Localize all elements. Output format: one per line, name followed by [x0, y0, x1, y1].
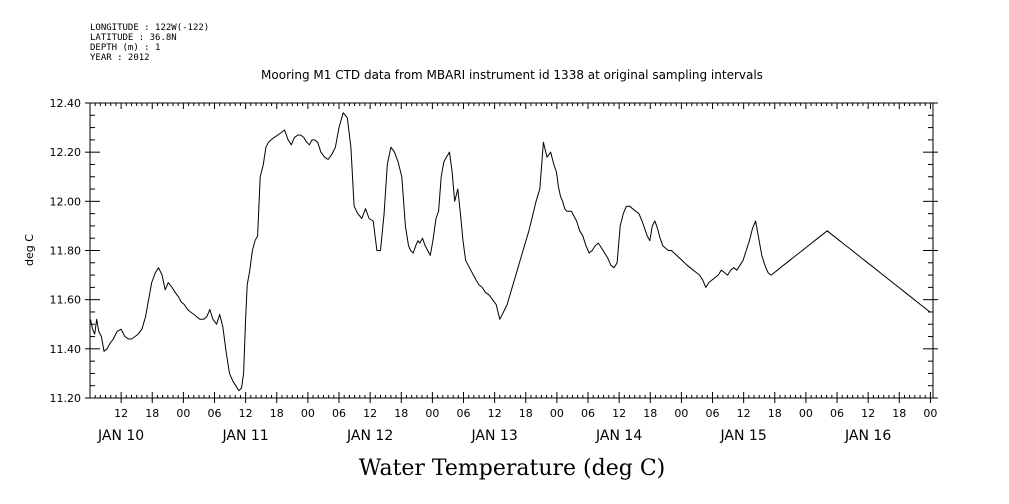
x-tick-label: 12 [488, 407, 502, 420]
x-tick-label: 00 [176, 407, 190, 420]
y-tick-label: 12.40 [50, 97, 82, 110]
y-tick-label: 11.80 [50, 245, 82, 258]
x-tick-label: 12 [114, 407, 128, 420]
x-day-label: JAN 16 [844, 428, 891, 444]
x-tick-label: 12 [239, 407, 253, 420]
x-tick-label: 00 [674, 407, 688, 420]
x-tick-label: 06 [208, 407, 222, 420]
y-axis-label: deg C [23, 234, 36, 266]
x-day-label: JAN 10 [97, 428, 144, 444]
x-tick-label: 18 [892, 407, 906, 420]
x-tick-label: 18 [643, 407, 657, 420]
x-tick-label: 00 [799, 407, 813, 420]
x-tick-label: 12 [612, 407, 626, 420]
x-tick-label: 18 [768, 407, 782, 420]
year-label: YEAR : 2012 [90, 53, 150, 63]
x-tick-label: 00 [301, 407, 315, 420]
x-tick-label: 00 [923, 407, 937, 420]
x-tick-label: 12 [363, 407, 377, 420]
x-tick-label: 06 [581, 407, 595, 420]
y-tick-label: 12.20 [50, 146, 82, 159]
depth-label: DEPTH (m) : 1 [90, 43, 160, 53]
plot-area [90, 112, 931, 392]
x-day-label: JAN 13 [471, 428, 518, 444]
chart-title: Mooring M1 CTD data from MBARI instrumen… [261, 68, 763, 82]
x-tick-label: 18 [145, 407, 159, 420]
x-tick-label: 00 [425, 407, 439, 420]
y-tick-label: 11.20 [50, 392, 82, 405]
latitude-label: LATITUDE : 36.8N [90, 33, 177, 43]
x-day-label: JAN 15 [720, 428, 767, 444]
x-day-label: JAN 11 [222, 428, 269, 444]
x-tick-label: 06 [706, 407, 720, 420]
x-tick-label: 18 [519, 407, 533, 420]
x-tick-label: 06 [830, 407, 844, 420]
x-tick-label: 18 [394, 407, 408, 420]
x-axis-title: Water Temperature (deg C) [359, 456, 666, 481]
x-tick-label: 06 [457, 407, 471, 420]
y-tick-label: 11.40 [50, 343, 82, 356]
x-tick-label: 06 [332, 407, 346, 420]
plot-frame [89, 102, 934, 399]
x-tick-label: 00 [550, 407, 564, 420]
x-tick-label: 18 [270, 407, 284, 420]
x-day-label: JAN 12 [346, 428, 393, 444]
y-tick-label: 11.60 [50, 294, 82, 307]
axes: 12 18 00 06 12 18 00 06 12 18 00 06 12 18 00 06 12 18 00 06… [50, 97, 938, 444]
longitude-label: LONGITUDE : 122W(-122) [90, 23, 209, 33]
y-tick-label: 12.00 [50, 195, 82, 208]
x-tick-label: 12 [861, 407, 875, 420]
x-day-label: JAN 14 [595, 428, 642, 444]
series-line [90, 112, 931, 392]
x-tick-label: 12 [737, 407, 751, 420]
